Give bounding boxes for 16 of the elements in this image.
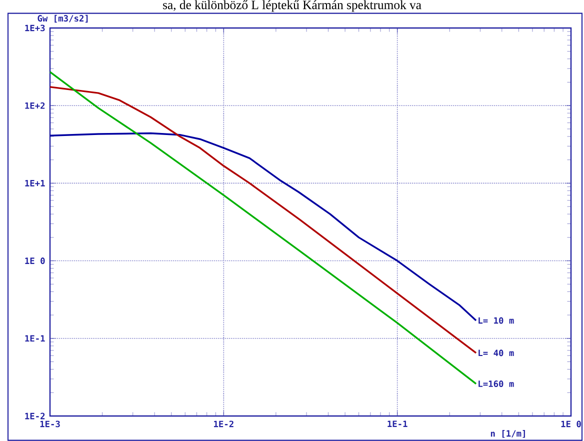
series-label: L= 40 m [478,350,514,356]
x-tick-label: 1E-3 [40,420,60,428]
chart-title: sa, de különböző L léptekű Kármán spektrumok va [163,0,422,12]
y-tick-label: 1E-2 [25,412,45,420]
y-tick-label: 1E+1 [25,180,45,186]
x-tick-label: 1E-2 [214,420,234,428]
series-label: L=160 m [478,380,514,388]
y-axis-title: Gw [m3/s2] [38,14,88,23]
y-tick-label: 1E-1 [25,335,45,342]
x-tick-label: 1E-1 [388,420,408,428]
y-tick-label: 1E+2 [25,102,45,109]
series-label: L= 10 m [478,317,514,324]
y-tick-label: 1E+3 [25,24,45,32]
y-tick-label: 1E 0 [25,258,45,264]
x-axis-title: n [1/m] [490,430,525,438]
x-tick-label: 1E 0 [561,420,581,428]
